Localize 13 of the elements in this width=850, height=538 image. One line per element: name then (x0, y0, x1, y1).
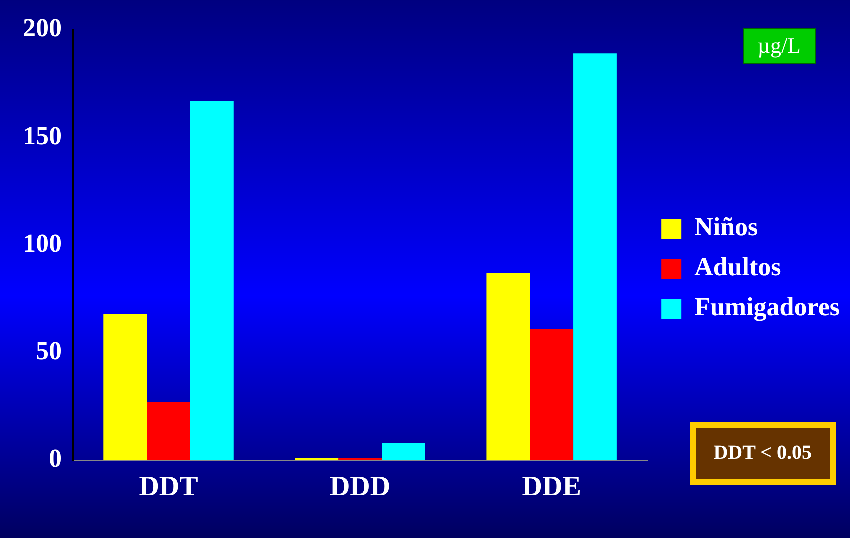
text: µg/L (742, 28, 816, 64)
x-tick-label: DDD (330, 471, 391, 502)
y-tick-label: 0 (49, 444, 62, 474)
y-tick-label: 50 (36, 336, 62, 366)
text: DDT < 0.05 (690, 422, 836, 485)
y-tick-label: 200 (23, 14, 62, 43)
x-tick-label: DDE (522, 471, 582, 502)
legend-label: Fumigadores (694, 292, 840, 322)
y-tick-label: 150 (23, 121, 62, 150)
y-tick-label: 100 (23, 228, 62, 258)
x-tick-label: DDT (139, 471, 199, 502)
legend-label: Niños (694, 212, 758, 242)
legend-label: Adultos (694, 252, 782, 282)
